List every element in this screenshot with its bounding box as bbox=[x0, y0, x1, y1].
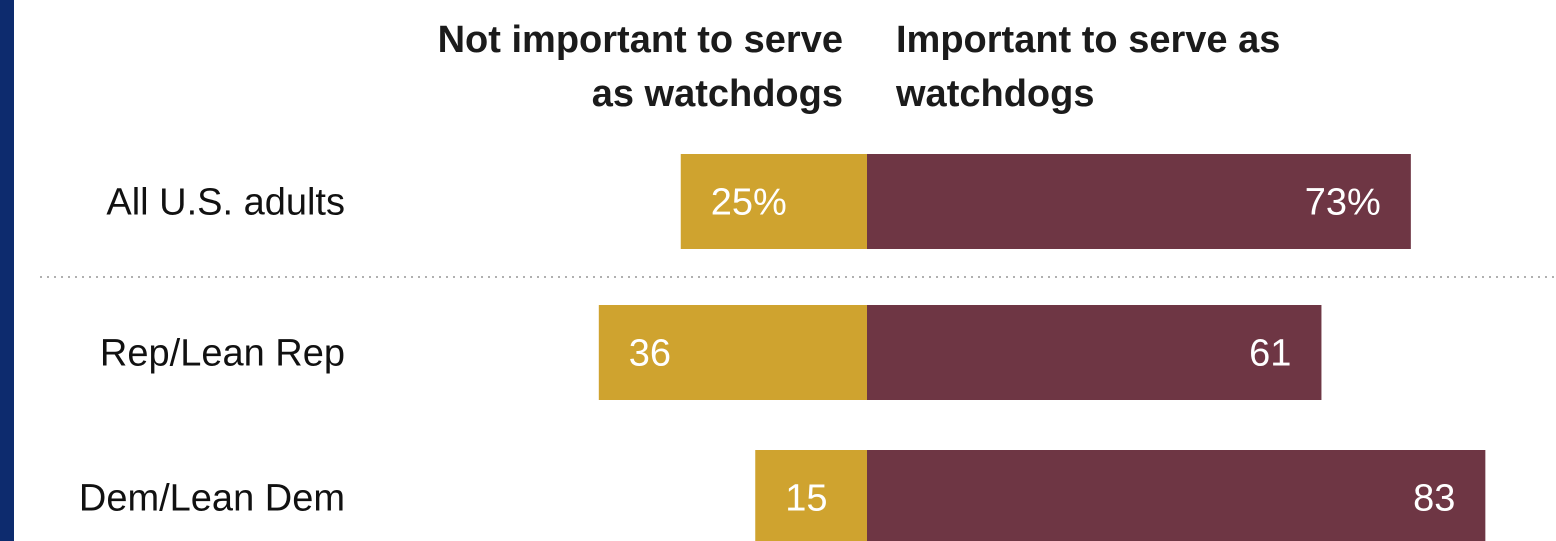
bars-group: All U.S. adults 25% 73% Rep/Lean Rep 36 61 Dem… bbox=[79, 154, 1486, 541]
header-important-line-1: Important to serve as bbox=[896, 19, 1280, 61]
bar-important-dem-lean-dem bbox=[867, 450, 1486, 541]
value-label-not-important-rep-lean-rep: 36 bbox=[629, 333, 671, 375]
header-not-important-line-1: Not important to serve bbox=[438, 19, 843, 61]
category-label-rep-lean-rep: Rep/Lean Rep bbox=[100, 333, 345, 375]
value-label-not-important-dem-lean-dem: 15 bbox=[785, 478, 827, 520]
bar-not-important-all-u-s-adults bbox=[680, 154, 867, 249]
bar-important-rep-lean-rep bbox=[867, 305, 1322, 400]
left-frame-border bbox=[0, 0, 14, 541]
column-headers: Not important to serve as watchdogs Impo… bbox=[438, 19, 1281, 115]
value-label-not-important-all-u-s-adults: 25% bbox=[711, 182, 787, 224]
bar-not-important-dem-lean-dem bbox=[755, 450, 867, 541]
value-label-important-all-u-s-adults: 73% bbox=[1305, 182, 1381, 224]
bar-important-all-u-s-adults bbox=[867, 154, 1411, 249]
bar-not-important-rep-lean-rep bbox=[598, 305, 867, 400]
value-label-important-rep-lean-rep: 61 bbox=[1249, 333, 1291, 375]
header-not-important-line-2: as watchdogs bbox=[592, 73, 843, 115]
category-label-dem-lean-dem: Dem/Lean Dem bbox=[79, 478, 345, 520]
value-label-important-dem-lean-dem: 83 bbox=[1413, 478, 1455, 520]
category-label-all-u-s-adults: All U.S. adults bbox=[106, 182, 345, 224]
header-important-line-2: watchdogs bbox=[895, 73, 1094, 115]
